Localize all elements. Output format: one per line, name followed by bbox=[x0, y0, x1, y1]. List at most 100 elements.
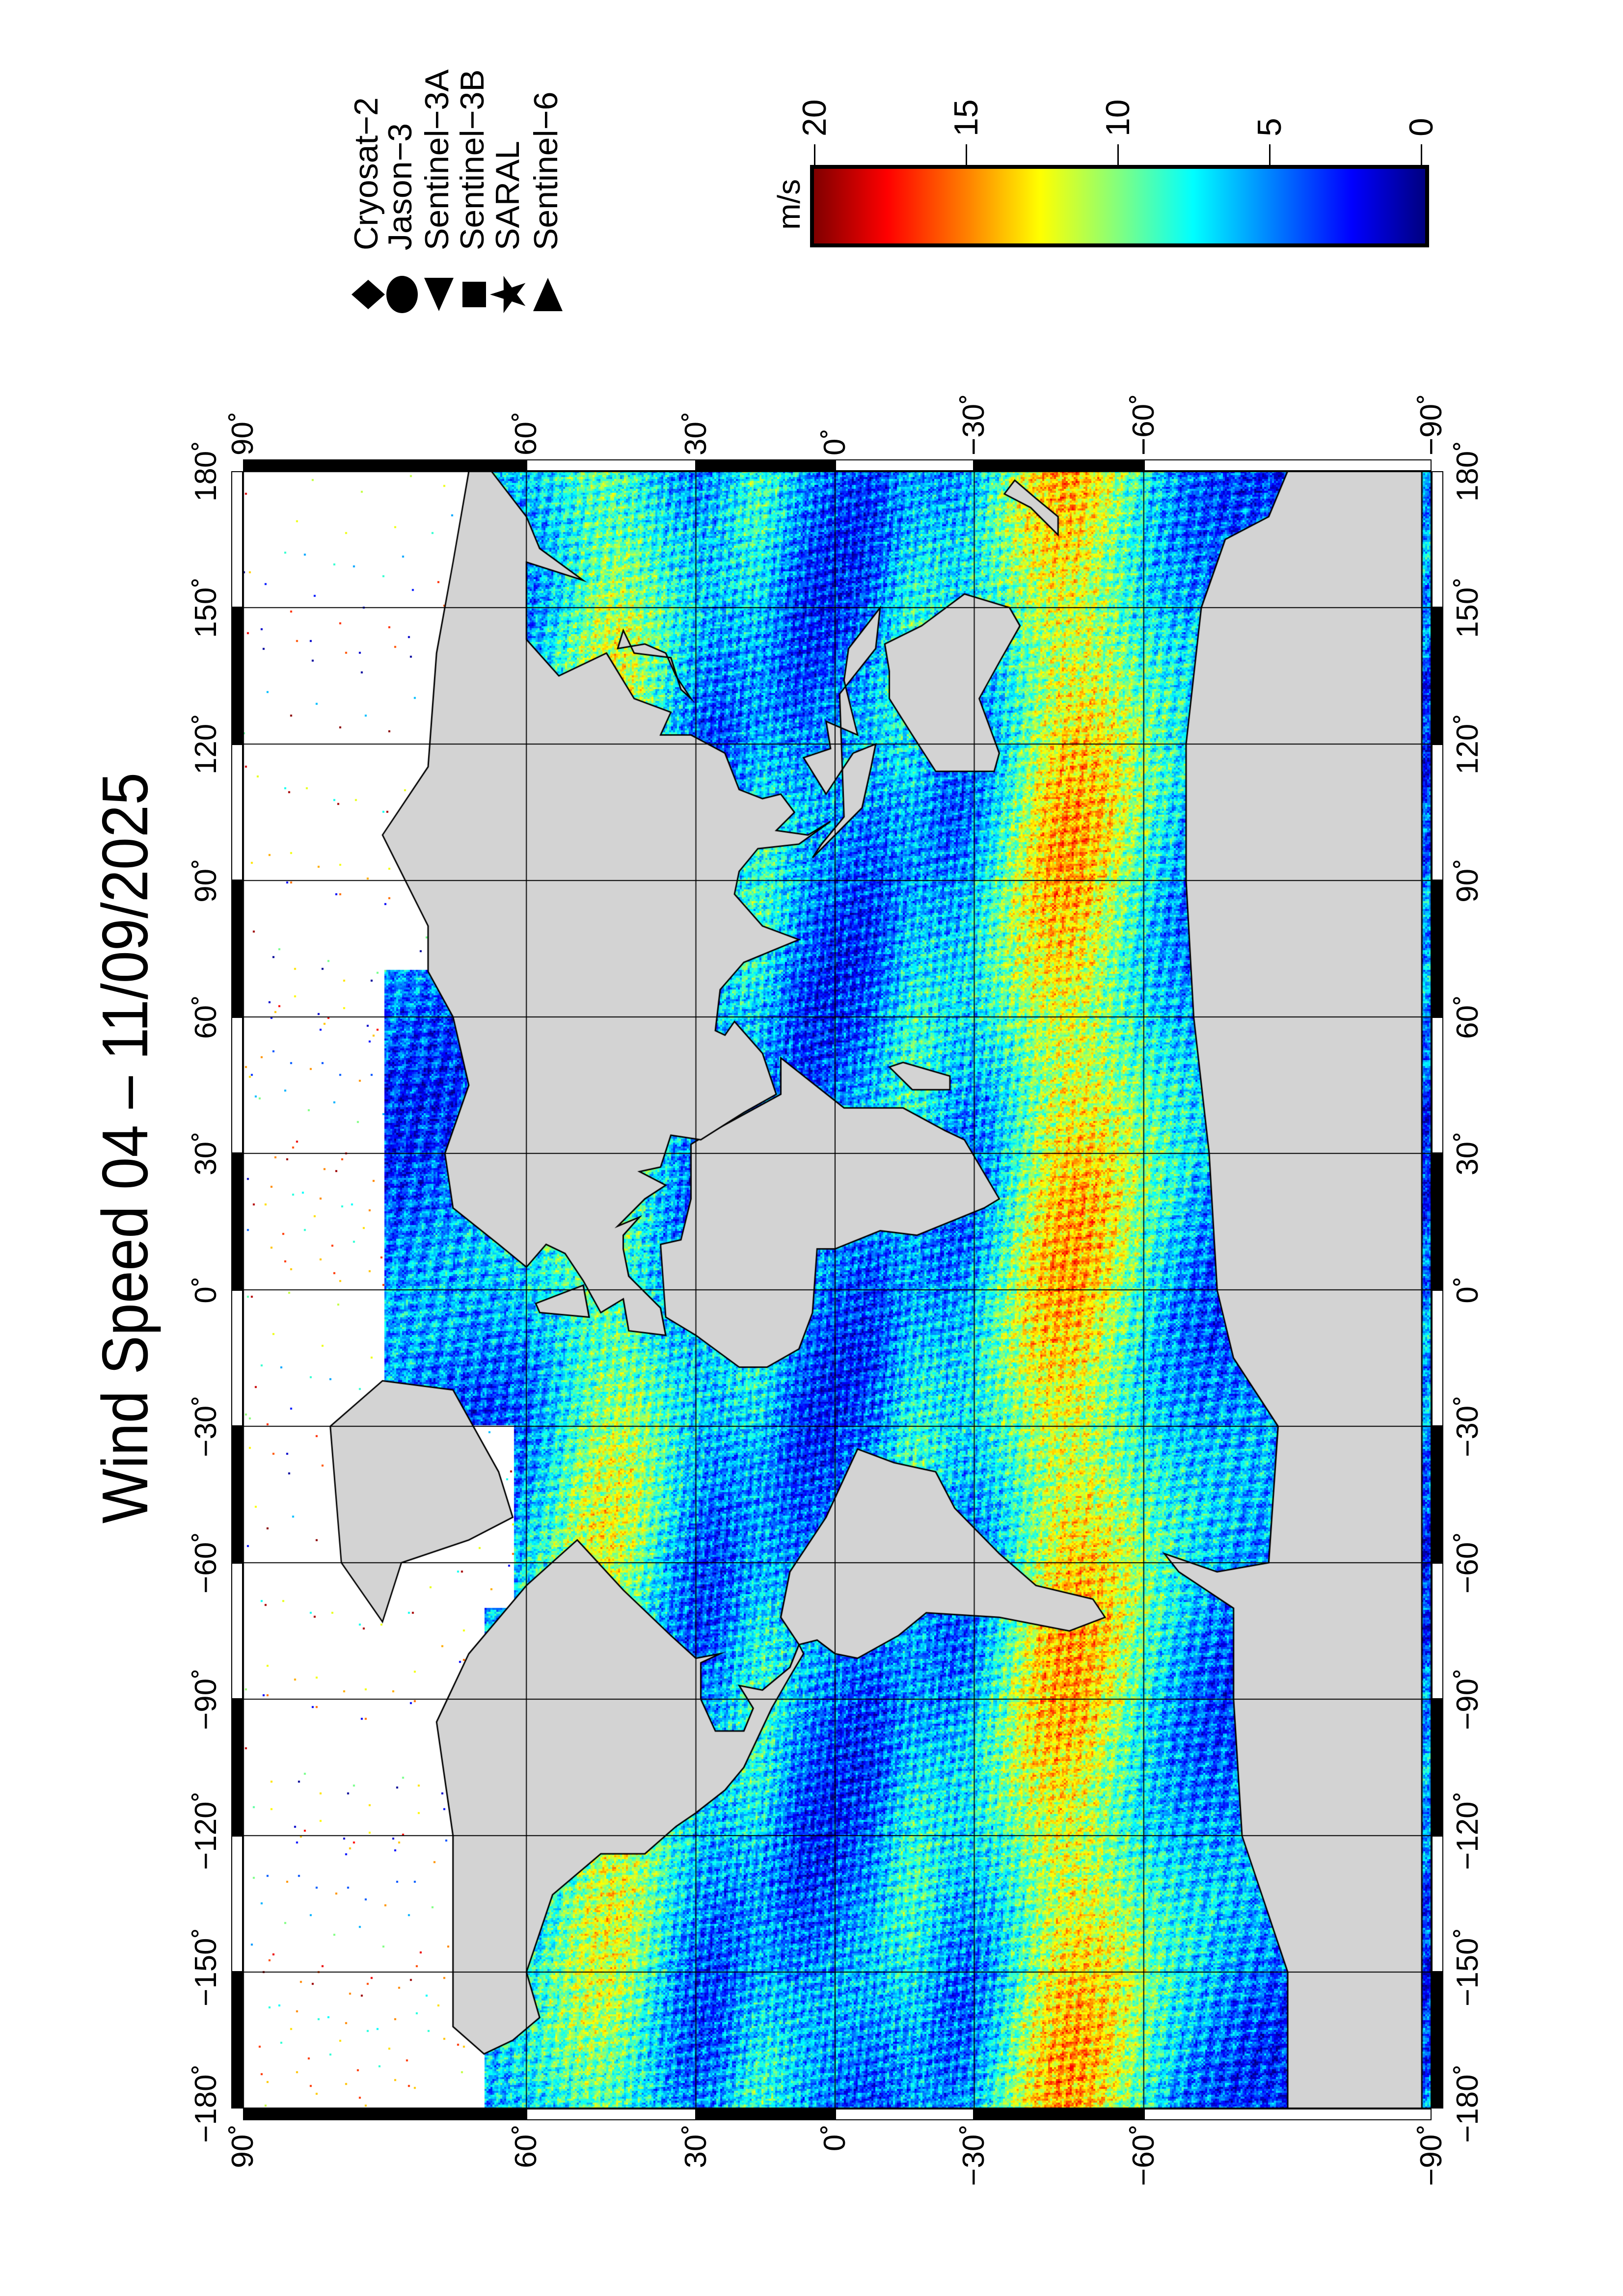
legend-symbol-triangle-right-icon bbox=[533, 278, 563, 311]
lat-tick-label-right: −30˚ bbox=[957, 394, 991, 455]
colorbar-tick-label: 20 bbox=[796, 99, 833, 136]
frame-segment bbox=[231, 1836, 243, 1972]
frame-segment bbox=[835, 2109, 974, 2120]
lat-tick-label-right: −60˚ bbox=[1126, 394, 1161, 455]
lon-tick-label-top: 120˚ bbox=[189, 713, 223, 775]
lon-tick-label-top: −60˚ bbox=[189, 1532, 223, 1594]
lon-tick-label-bottom: −60˚ bbox=[1451, 1532, 1485, 1594]
frame-segment bbox=[1143, 2109, 1432, 2120]
lon-tick-label-bottom: 120˚ bbox=[1451, 713, 1485, 775]
lon-tick-label-bottom: 90˚ bbox=[1451, 858, 1485, 903]
frame-segment bbox=[231, 881, 243, 1017]
frame-segment bbox=[1432, 1017, 1443, 1153]
lon-tick-label-bottom: −90˚ bbox=[1451, 1668, 1485, 1730]
lat-tick-label-right: 0˚ bbox=[818, 428, 852, 455]
legend-symbol-star-icon bbox=[490, 275, 526, 314]
lon-tick-label-bottom: 180˚ bbox=[1451, 440, 1485, 502]
frame-segment bbox=[231, 1972, 243, 2109]
colorbar-tick-mark bbox=[1269, 144, 1271, 165]
colorbar-tick-label: 0 bbox=[1403, 118, 1440, 136]
lon-tick-label-top: 90˚ bbox=[189, 858, 223, 903]
lon-tick-label-top: −180˚ bbox=[189, 2064, 223, 2143]
lon-tick-label-bottom: 150˚ bbox=[1451, 577, 1485, 639]
frame-segment bbox=[696, 459, 835, 471]
frame-segment bbox=[1432, 744, 1443, 881]
colorbar-tick-mark bbox=[966, 144, 967, 165]
legend-symbol-square-icon bbox=[462, 282, 486, 307]
lon-tick-label-top: 30˚ bbox=[189, 1131, 223, 1175]
colorbar-tick-label: 10 bbox=[1099, 99, 1136, 136]
lat-tick-label-right: −90˚ bbox=[1414, 394, 1448, 455]
lon-tick-label-bottom: −120˚ bbox=[1451, 1791, 1485, 1870]
wind-speed-map bbox=[243, 471, 1432, 2109]
colorbar-tick-label: 5 bbox=[1251, 118, 1288, 136]
lat-tick-label-left: 90˚ bbox=[226, 2124, 260, 2168]
frame-segment bbox=[696, 2109, 835, 2120]
frame-segment bbox=[1432, 1153, 1443, 1290]
map-title: Wind Speed 04 – 11/09/2025 bbox=[89, 772, 161, 1524]
legend-symbol-triangle-left-icon bbox=[424, 278, 454, 311]
lat-tick-label-right: 90˚ bbox=[226, 411, 260, 455]
frame-segment bbox=[974, 2109, 1144, 2120]
legend-label-triangle-left: Sentinel−3A bbox=[418, 69, 456, 250]
frame-segment bbox=[243, 459, 527, 471]
lon-tick-label-top: 150˚ bbox=[189, 577, 223, 639]
legend-label-diamond: Cryosat−2 bbox=[348, 97, 385, 250]
frame-segment bbox=[1143, 459, 1432, 471]
frame-segment bbox=[231, 1017, 243, 1153]
lat-tick-label-right: 60˚ bbox=[509, 411, 543, 455]
frame-segment bbox=[231, 608, 243, 744]
lat-tick-label-left: 0˚ bbox=[818, 2124, 852, 2152]
frame-segment bbox=[1432, 1836, 1443, 1972]
lon-tick-label-bottom: −30˚ bbox=[1451, 1395, 1485, 1457]
legend-symbol-circle-icon bbox=[386, 276, 418, 313]
colorbar-tick-mark bbox=[814, 144, 815, 165]
frame-segment bbox=[231, 471, 243, 608]
lat-tick-label-left: −60˚ bbox=[1126, 2124, 1161, 2186]
frame-segment bbox=[231, 1290, 243, 1426]
lon-tick-label-top: 0˚ bbox=[189, 1276, 223, 1304]
frame-segment bbox=[231, 1153, 243, 1290]
frame-segment bbox=[974, 459, 1144, 471]
lon-tick-label-bottom: 0˚ bbox=[1451, 1276, 1485, 1304]
legend-symbol-diamond-icon bbox=[352, 280, 385, 309]
lon-tick-label-bottom: −180˚ bbox=[1451, 2064, 1485, 2143]
colorbar bbox=[810, 165, 1429, 247]
frame-segment bbox=[1432, 1699, 1443, 1836]
lon-tick-label-top: −30˚ bbox=[189, 1395, 223, 1457]
lon-tick-label-top: 60˚ bbox=[189, 995, 223, 1039]
lon-tick-label-bottom: −150˚ bbox=[1451, 1927, 1485, 2006]
frame-segment bbox=[1432, 1426, 1443, 1563]
frame-segment bbox=[231, 1563, 243, 1699]
lon-tick-label-bottom: 60˚ bbox=[1451, 995, 1485, 1039]
lat-tick-label-left: −90˚ bbox=[1414, 2124, 1448, 2186]
frame-segment bbox=[1432, 471, 1443, 608]
lat-tick-label-left: 30˚ bbox=[678, 2124, 713, 2168]
lat-tick-label-left: −30˚ bbox=[957, 2124, 991, 2186]
frame-segment bbox=[231, 1699, 243, 1836]
frame-segment bbox=[243, 2109, 527, 2120]
lat-tick-label-left: 60˚ bbox=[509, 2124, 543, 2168]
frame-segment bbox=[1432, 608, 1443, 744]
legend-label-circle: Jason−3 bbox=[381, 123, 419, 250]
colorbar-tick-mark bbox=[1421, 144, 1422, 165]
frame-segment bbox=[526, 2109, 696, 2120]
legend-label-square: Sentinel−3B bbox=[454, 69, 491, 250]
frame-segment bbox=[231, 1426, 243, 1563]
lon-tick-label-top: −90˚ bbox=[189, 1668, 223, 1730]
colorbar-tick-mark bbox=[1117, 144, 1119, 165]
lon-tick-label-bottom: 30˚ bbox=[1451, 1131, 1485, 1175]
legend-symbols bbox=[352, 275, 563, 314]
frame-segment bbox=[1432, 1290, 1443, 1426]
frame-segment bbox=[1432, 881, 1443, 1017]
colorbar-tick-label: 15 bbox=[947, 99, 985, 136]
colorbar-unit: m/s bbox=[771, 179, 807, 230]
frame-segment bbox=[231, 744, 243, 881]
legend-label-triangle-right: Sentinel−6 bbox=[527, 91, 565, 250]
frame-segment bbox=[1432, 1563, 1443, 1699]
lon-tick-label-top: −150˚ bbox=[189, 1927, 223, 2006]
lon-tick-label-top: 180˚ bbox=[189, 440, 223, 502]
frame-segment bbox=[1432, 1972, 1443, 2109]
lon-tick-label-top: −120˚ bbox=[189, 1791, 223, 1870]
